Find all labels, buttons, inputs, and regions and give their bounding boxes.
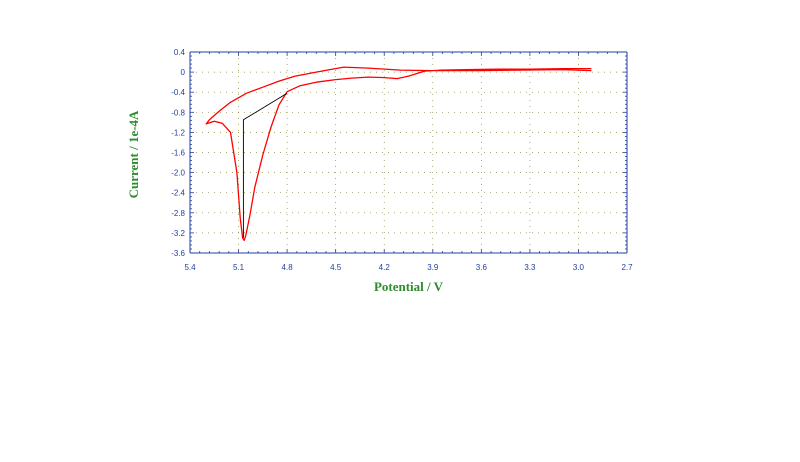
y-tick-label: -3.2 (171, 229, 185, 238)
x-tick-label: 4.8 (282, 263, 294, 272)
y-axis-title: Current / 1e-4A (126, 110, 141, 198)
y-tick-label: -0.8 (171, 108, 185, 117)
y-tick-label: -2.8 (171, 209, 185, 218)
series (205, 66, 592, 242)
tick-labels: 5.4 5.1 4.8 4.5 4.2 3.9 3.6 3.3 3.0 2.7 0.4 0 -0.4 -0… (171, 48, 633, 272)
x-tick-label: 3.9 (427, 263, 439, 272)
y-tick-label: -1.6 (171, 149, 185, 158)
y-tick-label: -3.6 (171, 249, 185, 258)
y-tick-label: 0 (181, 68, 186, 77)
y-tick-label: -2.4 (171, 189, 185, 198)
axes (189, 51, 628, 254)
grid (190, 52, 627, 253)
x-tick-label: 3.6 (476, 263, 488, 272)
x-tick-label: 5.1 (233, 263, 245, 272)
y-tick-label: -1.2 (171, 128, 185, 137)
x-tick-label: 3.3 (524, 263, 536, 272)
y-tick-label: -2.0 (171, 169, 185, 178)
x-tick-label: 2.7 (621, 263, 633, 272)
cv-curve-line (205, 66, 592, 242)
x-tick-label: 4.2 (379, 263, 391, 272)
x-axis-title: Potential / V (374, 279, 444, 294)
x-tick-label: 5.4 (184, 263, 196, 272)
y-tick-label: 0.4 (174, 48, 186, 57)
y-tick-label: -0.4 (171, 88, 185, 97)
x-tick-label: 4.5 (330, 263, 342, 272)
x-tick-label: 3.0 (573, 263, 585, 272)
baseline-line (242, 92, 288, 238)
